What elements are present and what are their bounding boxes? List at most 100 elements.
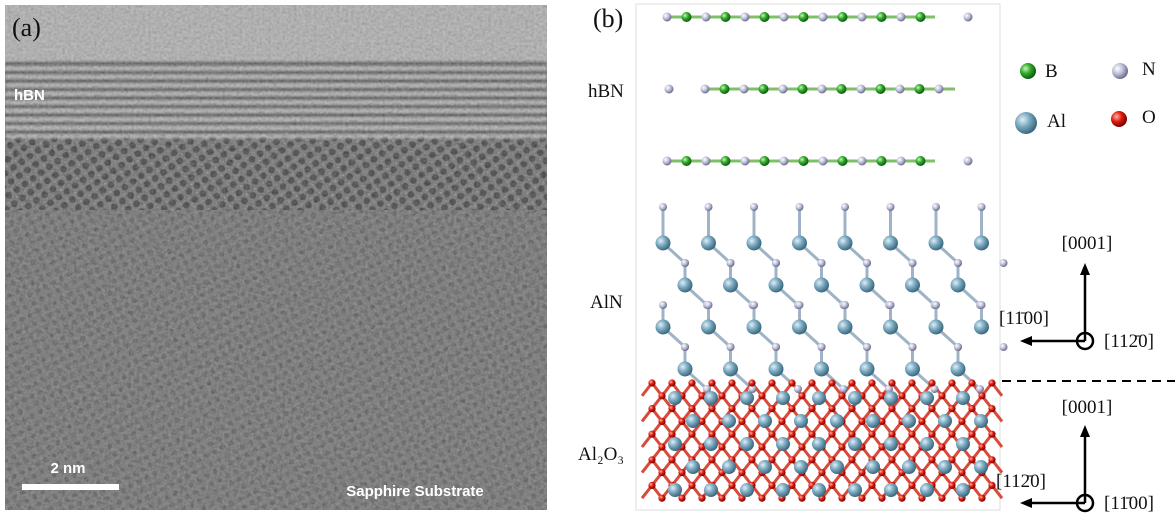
atom [830,460,844,474]
atom [780,157,789,166]
atom [678,495,685,502]
atom [740,437,754,451]
atom [848,379,855,386]
atom [858,469,865,476]
atom [760,12,770,22]
atom [658,469,665,476]
atom [701,320,716,335]
atom [708,405,715,412]
atom [828,431,835,438]
atom [978,392,985,399]
atom [758,460,772,474]
atom [727,343,735,351]
atom [818,259,826,267]
atom [705,203,713,211]
atom [678,418,685,425]
atom [772,343,780,351]
atom [681,259,689,267]
scale-bar [22,484,119,490]
region-label: AlN [590,292,623,313]
atom [648,405,655,412]
atom [704,391,718,405]
atom [958,469,965,476]
atom [688,379,695,386]
atom [718,392,725,399]
axis-label: [11̄00] [1104,493,1154,514]
atom [678,278,693,293]
atom [768,431,775,438]
atom [883,320,898,335]
atom [750,203,758,211]
atom [938,460,952,474]
atom [897,13,906,22]
atom [915,84,925,94]
atom [741,157,750,166]
atom [819,13,828,22]
atom [705,301,713,309]
legend-label: B [1045,61,1058,82]
atom [951,362,966,377]
atom [863,259,871,267]
atom [776,391,790,405]
atom [828,379,835,386]
atom [968,456,975,463]
legend-swatch [1111,111,1127,127]
atom [678,469,685,476]
atom [868,482,875,489]
atom [722,414,736,428]
atom [778,418,785,425]
atom [848,391,862,405]
atom [818,469,825,476]
atom [814,278,829,293]
region-label: hBN [588,81,624,102]
atom [658,443,665,450]
atom [908,379,915,386]
atom [798,443,805,450]
atom [748,456,755,463]
atom [722,460,736,474]
atom [948,405,955,412]
atom [974,414,988,428]
atom [848,437,862,451]
legend-swatch [1015,112,1037,134]
atom [988,431,995,438]
atom [678,362,693,377]
atom [682,12,692,22]
atom [848,483,862,497]
atom [702,13,711,22]
atom [721,156,731,166]
atom [758,495,765,502]
atom [760,156,770,166]
atom [905,362,920,377]
atom [792,320,807,335]
atom [976,385,984,393]
panel-label: (a) [12,13,41,42]
atom [740,391,754,405]
atom [708,431,715,438]
atom [740,483,754,497]
atom [663,157,672,166]
atom [698,469,705,476]
atom [723,278,738,293]
atom [858,157,867,166]
atom [814,362,829,377]
atom [688,482,695,489]
atom [799,12,809,22]
atom [898,392,905,399]
atom [974,236,989,251]
atom [920,391,934,405]
atom [808,431,815,438]
atom [788,379,795,386]
atom [688,405,695,412]
atom [792,236,807,251]
atom [780,13,789,22]
atom [658,495,665,502]
atom [866,414,880,428]
atom [718,443,725,450]
atom [808,456,815,463]
atom [812,483,826,497]
atom [681,343,689,351]
atom [668,391,682,405]
atom [747,320,762,335]
atom [877,12,887,22]
